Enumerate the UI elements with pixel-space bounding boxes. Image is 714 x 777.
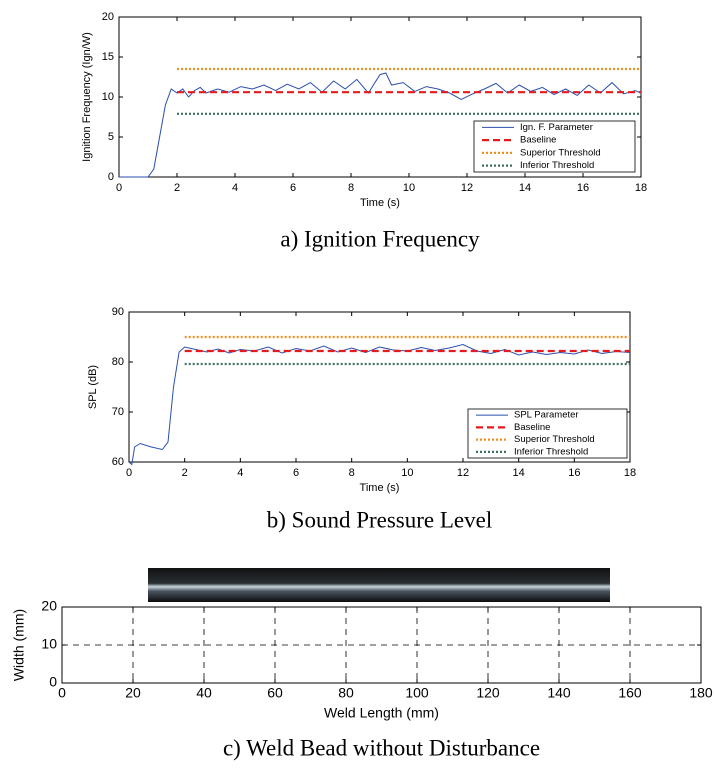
legend-box	[467, 408, 628, 459]
x-tick-label: 80	[338, 685, 354, 701]
x-tick-label: 4	[237, 467, 243, 479]
x-tick-label: 140	[547, 685, 571, 701]
x-tick-label: 12	[457, 467, 469, 479]
x-tick-label: 12	[461, 182, 473, 194]
x-tick-label: 100	[405, 685, 429, 701]
x-tick-label: 16	[577, 182, 589, 194]
x-tick-label: 14	[513, 467, 525, 479]
x-tick-label: 120	[476, 685, 500, 701]
axes-frame	[118, 16, 642, 178]
x-tick-label: 14	[519, 182, 531, 194]
y-tick-label: 15	[102, 51, 114, 63]
x-tick-label: 2	[174, 182, 180, 194]
x-tick-label: 18	[624, 467, 636, 479]
x-tick-label: 40	[196, 685, 212, 701]
x-tick-label: 8	[348, 182, 354, 194]
x-tick-label: 6	[293, 467, 299, 479]
y-axis-label: Width (mm)	[11, 609, 27, 681]
x-tick-label: 180	[689, 685, 713, 701]
x-tick-label: 160	[618, 685, 642, 701]
y-tick-label: 5	[108, 131, 114, 143]
x-tick-label: 18	[635, 182, 647, 194]
y-tick-label: 10	[102, 91, 114, 103]
y-axis-label: Ignition Frequency (Ign/W)	[81, 32, 93, 162]
y-tick-label: 0	[108, 171, 114, 183]
legend-label: Inferior Threshold	[514, 446, 588, 457]
legend-label: Superior Threshold	[514, 434, 595, 445]
axes-frame	[128, 311, 631, 463]
y-tick-label: 70	[112, 406, 124, 418]
y-axis-label: SPL (dB)	[87, 365, 99, 409]
caption: c) Weld Bead without Disturbance	[223, 735, 540, 760]
y-tick-label: 20	[41, 598, 57, 614]
legend-label: Superior Threshold	[520, 147, 601, 158]
x-tick-label: 16	[568, 467, 580, 479]
y-tick-label: 20	[102, 11, 114, 23]
x-tick-label: 6	[290, 182, 296, 194]
y-tick-label: 60	[112, 456, 124, 468]
legend-box	[473, 120, 636, 173]
x-tick-label: 4	[232, 182, 238, 194]
x-tick-label: 0	[116, 182, 122, 194]
x-tick-label: 10	[401, 467, 413, 479]
x-tick-label: 0	[126, 467, 132, 479]
weld-bead-photo	[148, 568, 610, 602]
x-axis-label: Time (s)	[360, 197, 400, 209]
legend-label: Baseline	[514, 422, 550, 433]
x-tick-label: 8	[349, 467, 355, 479]
y-tick-label: 80	[112, 356, 124, 368]
y-tick-label: 10	[41, 636, 57, 652]
x-tick-label: 10	[403, 182, 415, 194]
x-tick-label: 20	[125, 685, 141, 701]
legend-label: Inferior Threshold	[520, 160, 594, 171]
axes-frame	[61, 606, 702, 684]
x-axis-label: Weld Length (mm)	[324, 705, 439, 721]
x-tick-label: 2	[182, 467, 188, 479]
caption: a) Ignition Frequency	[280, 226, 480, 251]
x-tick-label: 0	[58, 685, 66, 701]
y-tick-label: 0	[49, 674, 57, 690]
x-axis-label: Time (s)	[360, 482, 400, 494]
caption: b) Sound Pressure Level	[267, 507, 493, 532]
y-tick-label: 90	[112, 306, 124, 318]
x-tick-label: 60	[267, 685, 283, 701]
legend-label: Baseline	[520, 135, 556, 146]
legend-label: Ign. F. Parameter	[520, 122, 593, 133]
legend-label: SPL Parameter	[514, 410, 579, 421]
